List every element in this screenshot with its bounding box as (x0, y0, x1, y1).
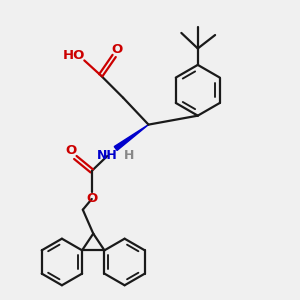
Text: NH: NH (97, 149, 118, 163)
Polygon shape (114, 124, 148, 150)
Text: HO: HO (63, 49, 85, 62)
Text: O: O (111, 43, 122, 56)
Text: H: H (124, 149, 134, 163)
Text: O: O (87, 193, 98, 206)
Text: O: O (65, 144, 76, 158)
